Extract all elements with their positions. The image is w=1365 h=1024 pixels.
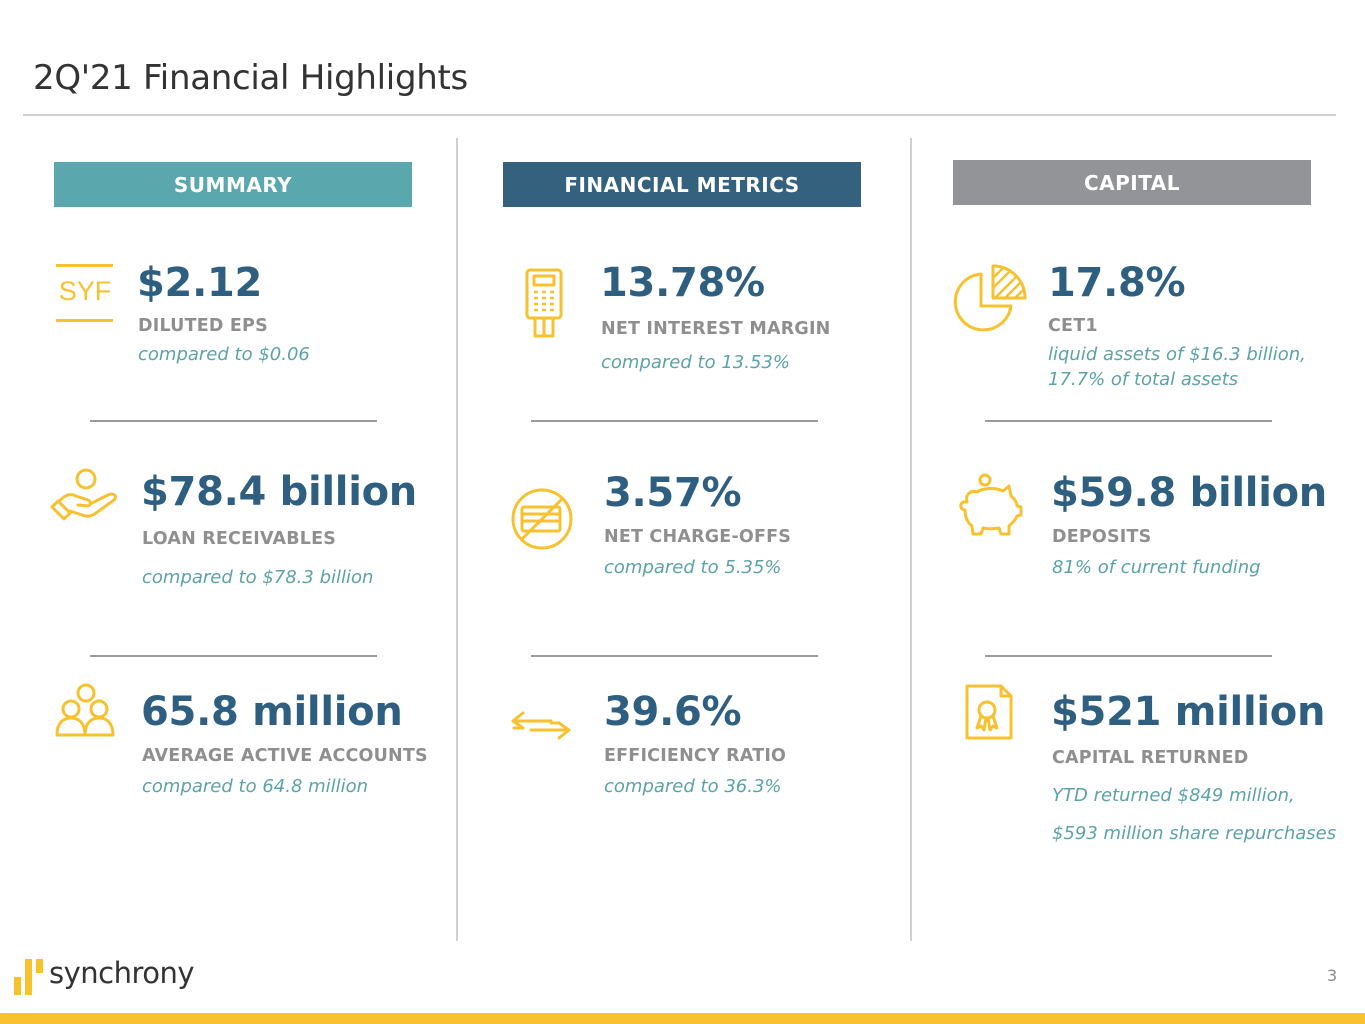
metric-value: 3.57% [604,470,742,516]
logo-mark-icon [14,959,44,997]
logo-wordmark: synchrony [49,956,195,990]
syf-ticker-icon: SYF [55,262,115,324]
metric-value: 17.8% [1048,260,1186,306]
exchange-arrows-icon [511,711,571,745]
metric-value: 13.78% [600,260,765,306]
metric-note: compared to 64.8 million [142,776,369,797]
metric-note: compared to 5.35% [604,557,782,578]
metric-value: $78.4 billion [141,469,417,515]
metric-note: $593 million share repurchases [1052,823,1337,844]
metric-note: compared to $0.06 [138,344,310,365]
title-divider [23,114,1336,116]
metric-value: 39.6% [604,689,742,735]
metric-note: 17.7% of total assets [1048,369,1239,390]
metric-divider [531,420,818,422]
metric-divider [90,420,377,422]
column-divider [456,138,458,941]
footer-accent-bar [0,1013,1365,1024]
metric-label: LOAN RECEIVABLES [142,529,337,549]
metric-value: $59.8 billion [1051,470,1327,516]
metric-value: 65.8 million [141,689,403,735]
metric-divider [985,420,1272,422]
metric-note: compared to 36.3% [604,776,782,797]
metric-label: NET INTEREST MARGIN [601,319,831,339]
metric-value: $521 million [1051,689,1326,735]
metric-note: liquid assets of $16.3 billion, [1048,344,1306,365]
pie-chart-icon [953,264,1027,338]
metric-value: $2.12 [137,260,263,306]
page-number: 3 [1327,966,1338,985]
no-credit-card-icon [510,487,574,555]
metric-label: DEPOSITS [1052,527,1152,547]
metric-divider [985,655,1272,657]
column-divider [910,138,912,941]
metric-label: CET1 [1048,316,1098,336]
metric-note: compared to 13.53% [601,352,790,373]
metric-label: DILUTED EPS [138,316,268,336]
metric-divider [90,655,377,657]
capital-header: CAPITAL [953,160,1311,205]
metric-note: 81% of current funding [1052,557,1261,578]
group-people-icon [55,683,117,743]
certificate-award-icon [965,684,1013,744]
page-title: 2Q'21 Financial Highlights [33,58,468,98]
metric-label: EFFICIENCY RATIO [604,746,787,766]
hand-holding-person-icon [50,467,122,531]
piggy-bank-icon [957,472,1023,542]
financial-metrics-header: FINANCIAL METRICS [503,162,861,207]
metric-divider [531,655,818,657]
card-terminal-icon [525,268,563,342]
metric-note: compared to $78.3 billion [142,567,374,588]
metric-note: YTD returned $849 million, [1052,785,1295,806]
metric-label: CAPITAL RETURNED [1052,748,1249,768]
summary-header: SUMMARY [54,162,412,207]
metric-label: NET CHARGE-OFFS [604,527,792,547]
metric-label: AVERAGE ACTIVE ACCOUNTS [142,746,428,766]
